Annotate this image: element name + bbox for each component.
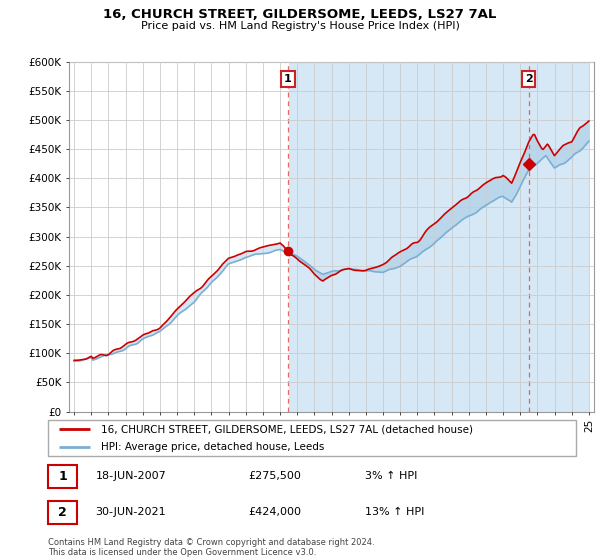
Text: 1: 1: [58, 470, 67, 483]
Text: 13% ↑ HPI: 13% ↑ HPI: [365, 507, 424, 517]
Text: £424,000: £424,000: [248, 507, 302, 517]
Text: HPI: Average price, detached house, Leeds: HPI: Average price, detached house, Leed…: [101, 442, 324, 452]
Text: 16, CHURCH STREET, GILDERSOME, LEEDS, LS27 7AL: 16, CHURCH STREET, GILDERSOME, LEEDS, LS…: [103, 8, 497, 21]
Text: 2: 2: [58, 506, 67, 519]
FancyBboxPatch shape: [48, 465, 77, 488]
Text: £275,500: £275,500: [248, 471, 302, 481]
FancyBboxPatch shape: [48, 501, 77, 524]
Text: 3% ↑ HPI: 3% ↑ HPI: [365, 471, 417, 481]
Text: Contains HM Land Registry data © Crown copyright and database right 2024.
This d: Contains HM Land Registry data © Crown c…: [48, 538, 374, 557]
Text: Price paid vs. HM Land Registry's House Price Index (HPI): Price paid vs. HM Land Registry's House …: [140, 21, 460, 31]
Text: 1: 1: [284, 74, 292, 84]
FancyBboxPatch shape: [48, 420, 576, 456]
Text: 18-JUN-2007: 18-JUN-2007: [95, 471, 166, 481]
Text: 16, CHURCH STREET, GILDERSOME, LEEDS, LS27 7AL (detached house): 16, CHURCH STREET, GILDERSOME, LEEDS, LS…: [101, 424, 473, 434]
Text: 30-JUN-2021: 30-JUN-2021: [95, 507, 166, 517]
Text: 2: 2: [525, 74, 533, 84]
